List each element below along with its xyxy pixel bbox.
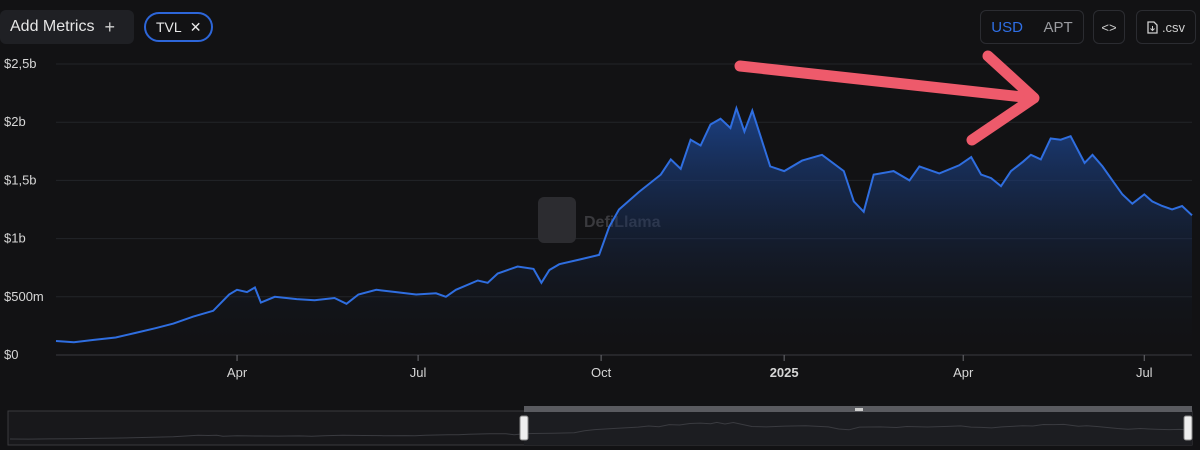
metric-chip-tvl[interactable]: TVL ✕ [144, 12, 214, 42]
csv-download-button[interactable]: .csv [1136, 10, 1196, 44]
range-navigator[interactable] [7, 406, 1193, 446]
y-tick-label: $1b [4, 231, 26, 246]
plus-icon: + [104, 16, 115, 37]
x-tick-label: 2025 [770, 365, 799, 380]
add-metrics-button[interactable]: Add Metrics + [0, 10, 134, 44]
y-tick-label: $0 [4, 347, 18, 362]
x-tick-label: Apr [227, 365, 248, 380]
currency-option-apt[interactable]: APT [1043, 18, 1073, 36]
embed-button[interactable]: <> [1093, 10, 1125, 44]
metric-chip-label: TVL [156, 19, 182, 35]
tvl-line [55, 104, 1193, 344]
tvl-area [56, 108, 1192, 355]
csv-label: .csv [1161, 19, 1186, 35]
y-tick-label: $2,5b [4, 56, 37, 71]
x-tick-label: Jul [410, 365, 427, 380]
file-icon [1147, 20, 1158, 34]
x-tick-label: Oct [591, 365, 612, 380]
x-tick-label: Apr [953, 365, 974, 380]
add-metrics-label: Add Metrics [10, 18, 95, 35]
currency-option-usd[interactable]: USD [991, 18, 1023, 36]
code-icon: <> [1101, 19, 1117, 35]
navigator-handle-left[interactable] [519, 415, 529, 441]
annotation-arrow [734, 50, 1040, 146]
navigator-handle-right[interactable] [1183, 415, 1193, 441]
y-tick-label: $500m [4, 289, 44, 304]
y-tick-label: $2b [4, 114, 26, 129]
close-icon[interactable]: ✕ [189, 18, 202, 35]
x-tick-label: Jul [1136, 365, 1153, 380]
y-tick-label: $1,5b [4, 172, 37, 187]
currency-toggle: USD APT [980, 10, 1084, 44]
